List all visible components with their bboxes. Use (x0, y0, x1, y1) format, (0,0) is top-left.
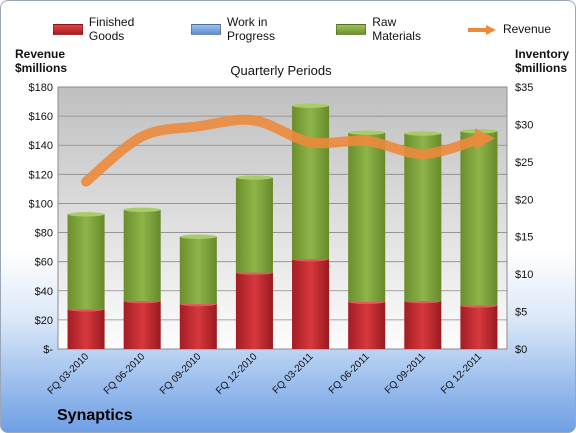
legend-label: Raw Materials (372, 15, 421, 43)
legend-label: Work in Progress (226, 15, 275, 43)
chart-title: Quarterly Periods (230, 63, 332, 78)
right-axis-title-line2: $millions (515, 61, 568, 75)
revenue-line (81, 114, 484, 187)
legend-label: Revenue (502, 22, 551, 36)
legend-item-raw-materials: Raw Materials (336, 15, 443, 43)
left-axis-title-line1: Revenue (15, 47, 66, 61)
right-tick-label: $10 (515, 269, 533, 281)
bar-finished-goods (404, 301, 442, 349)
company-name: Synaptics (57, 407, 133, 424)
left-tick-label: $80 (35, 228, 53, 240)
right-tick-label: $15 (515, 232, 533, 244)
legend-item-finished-goods: Finished Goods (53, 15, 167, 43)
bar-raw-materials-top (179, 234, 217, 239)
revenue-arrowhead (474, 128, 495, 150)
left-tick-label: $40 (35, 286, 53, 298)
left-tick-label: $20 (35, 315, 53, 327)
category-label: FQ 03-2010 (46, 351, 92, 397)
bar-finished-goods (179, 304, 217, 349)
left-tick-label: $60 (35, 257, 53, 269)
left-tick-label: $160 (29, 111, 53, 123)
bar-finished-goods (292, 259, 330, 349)
bar-raw-materials (460, 131, 498, 306)
bar-raw-materials-top (123, 207, 161, 212)
left-tick-label: $- (43, 344, 53, 356)
left-tick-label: $140 (29, 140, 53, 152)
legend-swatch-arrow (467, 24, 497, 35)
legend: Finished Goods Work in Progress Raw Mate… (53, 15, 575, 43)
category-label: FQ 03-2011 (271, 351, 316, 396)
right-tick-label: $20 (515, 194, 533, 206)
bar-raw-materials (179, 236, 217, 305)
legend-item-work-in-progress: Work in Progress (191, 15, 312, 43)
category-label: FQ 09-2010 (158, 351, 204, 397)
category-label: FQ 12-2010 (214, 351, 260, 397)
bar-raw-materials (292, 105, 330, 260)
legend-label: Finished Goods (88, 15, 135, 43)
bar-raw-materials (67, 214, 105, 310)
bar-finished-goods (460, 305, 498, 349)
right-tick-label: $35 (515, 82, 533, 94)
bar-finished-goods (67, 309, 105, 349)
legend-swatch (336, 23, 367, 35)
right-axis-title: Inventory $millions (515, 47, 569, 75)
bar-finished-goods (235, 272, 273, 349)
legend-item-revenue: Revenue (467, 15, 551, 43)
left-axis-title-line2: $millions (15, 61, 68, 75)
bar-raw-materials-top (348, 130, 386, 135)
bar-raw-materials (123, 209, 161, 302)
bar-finished-goods (123, 301, 161, 349)
right-tick-label: $0 (515, 344, 527, 356)
bar-raw-materials-top (67, 212, 105, 217)
right-tick-label: $5 (515, 307, 527, 319)
left-axis-title: Revenue $millions (15, 47, 67, 75)
right-axis-title-line1: Inventory (515, 47, 570, 61)
right-tick-label: $30 (515, 119, 533, 131)
bar-raw-materials-top (235, 175, 273, 180)
category-label: FQ 09-2011 (383, 351, 428, 396)
category-label: FQ 12-2011 (439, 351, 484, 396)
category-label: FQ 06-2010 (102, 351, 148, 397)
bar-raw-materials (348, 132, 386, 302)
bar-raw-materials (235, 177, 273, 273)
bar-raw-materials-top (404, 131, 442, 136)
bar-raw-materials-top (292, 103, 330, 108)
left-tick-label: $180 (29, 82, 53, 94)
right-tick-label: $25 (515, 157, 533, 169)
legend-swatch (53, 23, 83, 35)
legend-swatch (191, 23, 221, 35)
category-label: FQ 06-2011 (327, 351, 372, 396)
left-tick-label: $100 (29, 198, 53, 210)
left-tick-label: $120 (29, 169, 53, 181)
bar-raw-materials (404, 133, 442, 302)
bar-finished-goods (348, 301, 386, 349)
